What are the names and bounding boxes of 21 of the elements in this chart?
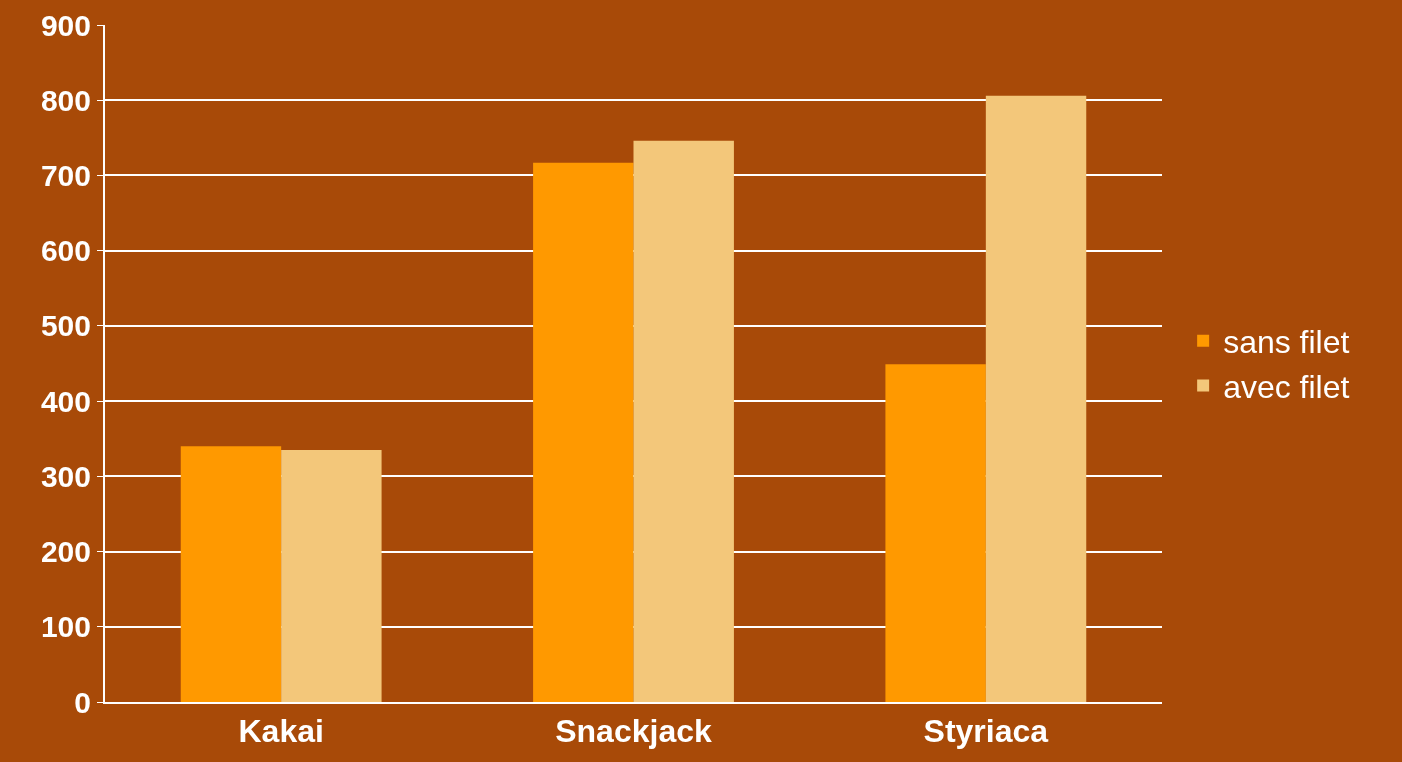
bar: [180, 446, 282, 702]
x-tick-label: Snackjack: [555, 713, 712, 750]
bar: [633, 140, 734, 702]
bar: [985, 95, 1087, 702]
y-tick-label: 500: [40, 309, 91, 343]
y-tick-label: 300: [40, 459, 91, 493]
x-tick-label: Styriaca: [923, 713, 1049, 750]
y-tick-label: 200: [40, 535, 91, 569]
bar: [533, 162, 634, 702]
y-tick-label: 700: [40, 158, 91, 192]
y-tick-label: 600: [40, 234, 91, 268]
x-tick-label: Kakai: [238, 713, 324, 750]
y-tick-label: 400: [40, 384, 91, 418]
y-tick-label: 100: [40, 610, 91, 644]
bar: [885, 364, 986, 702]
bar: [281, 450, 382, 702]
y-tick-label: 800: [40, 83, 91, 117]
y-tick-label: 900: [40, 8, 91, 42]
legend-label: sans filet: [1223, 324, 1350, 361]
y-tick-label: 0: [74, 685, 91, 719]
legend-label: avec filet: [1223, 368, 1350, 405]
